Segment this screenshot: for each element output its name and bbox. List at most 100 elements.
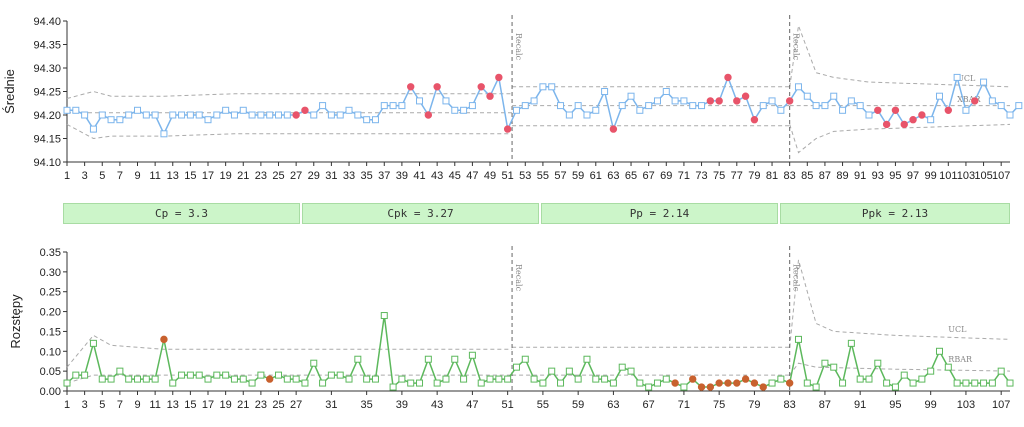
x-tick-label: 61: [590, 170, 602, 182]
x-tick-label: 43: [431, 170, 443, 182]
data-point: [213, 111, 221, 119]
out-of-control-point: [733, 379, 741, 387]
data-point: [442, 97, 450, 105]
data-point: [900, 371, 908, 379]
data-point: [627, 92, 635, 100]
data-point: [89, 125, 97, 133]
x-tick-label: 57: [554, 170, 566, 182]
x-tick-label: 39: [396, 399, 408, 411]
data-point: [935, 92, 943, 100]
x-tick-label: 31: [325, 399, 337, 411]
out-of-control-point: [407, 83, 415, 91]
x-tick-label: 3: [82, 399, 88, 411]
x-tick-label: 29: [308, 170, 320, 182]
x-tick-label: 93: [872, 170, 884, 182]
out-of-control-point: [697, 383, 706, 391]
out-of-control-point: [477, 83, 485, 91]
x-tick-label: 103: [957, 399, 975, 411]
stat-cpk: Cpk = 3.27: [302, 203, 539, 224]
data-point: [336, 371, 344, 379]
x-tick-label: 15: [184, 170, 196, 182]
out-of-control-point: [733, 97, 741, 105]
data-point: [504, 375, 512, 383]
data-point: [89, 339, 97, 347]
data-point: [557, 102, 565, 110]
y-tick-label: 94.10: [33, 157, 61, 169]
data-point: [627, 367, 635, 375]
x-tick-label: 19: [220, 170, 232, 182]
out-of-control-point: [918, 111, 926, 119]
x-tick-label: 1: [64, 170, 70, 182]
limit-label: UCL: [957, 74, 976, 83]
data-point: [169, 111, 177, 119]
stat-pp: Pp = 2.14: [541, 203, 778, 224]
data-point: [512, 106, 520, 114]
data-point: [186, 111, 194, 119]
data-point: [601, 88, 609, 95]
data-point: [460, 106, 468, 114]
data-point: [592, 375, 600, 383]
data-point: [345, 106, 353, 114]
data-point: [301, 379, 309, 387]
x-tick-label: 75: [713, 170, 725, 182]
x-tick-label: 67: [643, 170, 655, 182]
x-tick-label: 95: [889, 170, 901, 182]
data-point: [962, 106, 970, 114]
out-of-control-point: [495, 73, 503, 82]
limit-label: UCL: [948, 325, 967, 334]
data-point: [248, 111, 256, 119]
x-tick-label: 35: [361, 170, 373, 182]
out-of-control-point: [689, 375, 697, 383]
data-point: [178, 371, 186, 379]
data-point: [768, 97, 776, 105]
data-point: [354, 111, 362, 119]
data-point: [63, 379, 71, 387]
data-point: [548, 367, 556, 375]
data-point: [918, 375, 926, 383]
data-point: [213, 371, 221, 379]
data-point: [468, 351, 476, 359]
stat-ppk: Ppk = 2.13: [780, 203, 1010, 224]
x-tick-label: 45: [449, 170, 461, 182]
range-chart: 0.000.050.100.150.200.250.300.351 3 5 7 9 11 1…: [8, 246, 1014, 411]
data-point: [988, 97, 996, 105]
data-point: [847, 339, 855, 347]
limit-label: RBAR: [948, 355, 973, 364]
data-point: [891, 383, 899, 391]
data-point: [81, 371, 89, 379]
x-tick-label: 51: [502, 170, 514, 182]
x-tick-label: 27: [290, 399, 302, 411]
x-tick-label: 77: [731, 170, 743, 182]
data-point: [927, 116, 935, 124]
data-point: [548, 83, 556, 91]
data-point: [389, 102, 397, 110]
data-point: [988, 379, 996, 387]
data-point: [680, 97, 688, 105]
x-tick-label: 35: [361, 399, 373, 411]
data-point: [539, 83, 547, 91]
data-point: [371, 116, 379, 124]
data-point: [292, 375, 300, 383]
data-point: [645, 383, 653, 391]
data-point: [865, 111, 873, 119]
data-point: [283, 111, 291, 119]
data-point: [812, 383, 820, 391]
data-point: [680, 383, 688, 391]
data-point: [794, 83, 802, 91]
data-point: [451, 106, 459, 114]
x-tick-label: 47: [466, 399, 478, 411]
data-point: [574, 102, 582, 110]
out-of-control-point: [724, 379, 732, 387]
data-point: [698, 102, 706, 110]
data-point: [134, 106, 142, 114]
x-tick-label: 43: [431, 399, 443, 411]
data-point: [142, 375, 150, 383]
y-tick-label: 0.35: [40, 247, 61, 259]
data-point: [521, 102, 529, 110]
data-point: [451, 355, 459, 363]
data-point: [953, 73, 961, 81]
x-tick-label: 79: [748, 399, 760, 411]
data-point: [186, 371, 194, 379]
data-point: [230, 375, 238, 383]
